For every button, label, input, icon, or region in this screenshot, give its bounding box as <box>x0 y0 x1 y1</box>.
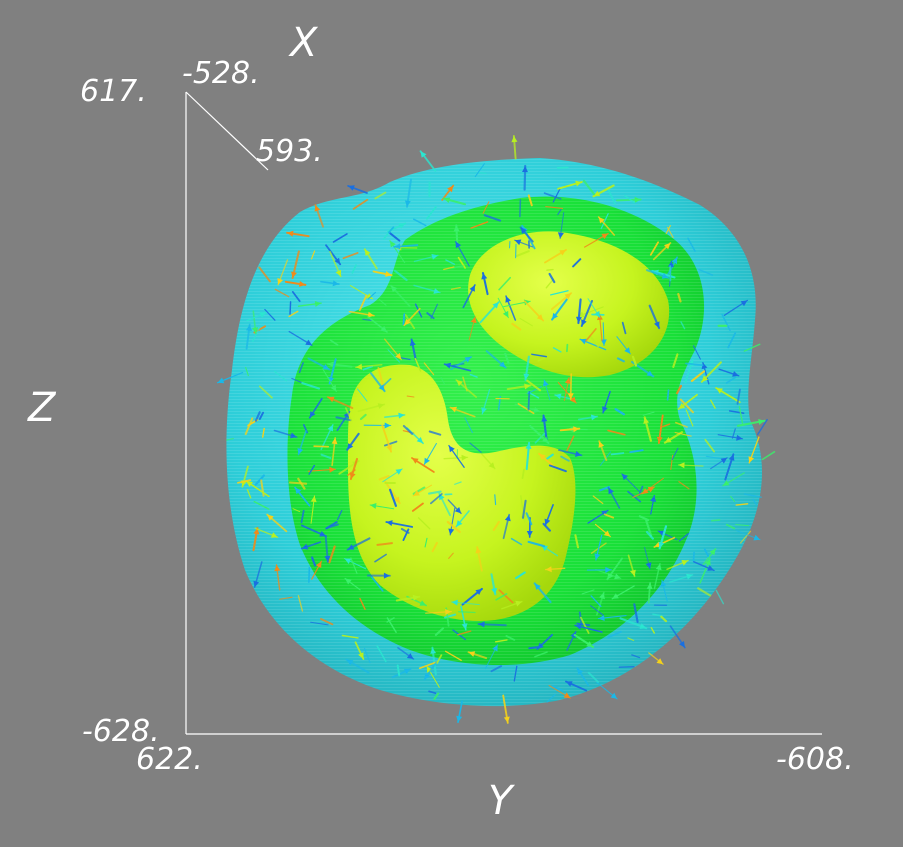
vector-arrow <box>619 667 634 668</box>
vector-arrow <box>529 392 530 410</box>
y-tick-max: -608. <box>776 742 854 777</box>
vector-arrow <box>520 200 521 217</box>
y-tick-min: 622. <box>136 742 203 777</box>
vector-arrow <box>403 314 404 325</box>
vector-arrow <box>479 173 486 174</box>
vector-arrow <box>547 270 553 271</box>
vector-arrow <box>567 345 568 352</box>
x-tick-max: 593. <box>256 134 323 169</box>
vector-arrow <box>668 390 669 400</box>
vector-arrow <box>290 483 306 484</box>
vector-arrow <box>290 302 291 314</box>
vector-arrow-head <box>456 716 462 723</box>
vector-arrow <box>495 495 496 505</box>
vector-arrow <box>314 446 328 447</box>
x-axis-title: X <box>290 20 317 66</box>
vector-arrow <box>694 553 695 562</box>
vector-arrow <box>712 520 720 521</box>
vector-arrow <box>612 453 624 454</box>
vector-arrow-head <box>511 136 517 142</box>
z-tick-max: 617. <box>80 74 147 109</box>
y-axis-title: Y <box>488 778 512 824</box>
z-axis-title: Z <box>28 385 55 431</box>
vector-arrow-head <box>611 693 618 699</box>
vector-arrow <box>459 612 475 613</box>
x-tick-min: -528. <box>182 56 260 91</box>
vector-arrow <box>763 452 775 460</box>
vector-arrow <box>716 591 723 604</box>
